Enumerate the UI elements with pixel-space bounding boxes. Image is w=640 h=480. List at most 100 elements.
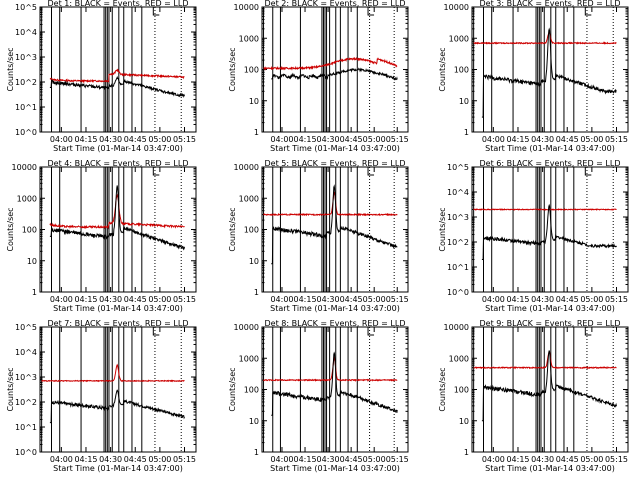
x-tick-label: 04:45 [340, 295, 363, 304]
x-tick-label: 05:00 [580, 455, 603, 464]
y-tick-label: 10^0 [15, 448, 37, 457]
x-tick-label: 04:15 [294, 135, 317, 144]
interval-bracket [584, 327, 592, 336]
panel-det-4: Det 4: BLACK = Events, RED = LLD 1 10 100 10… [6, 159, 197, 313]
y-tick-label: 10^2 [15, 78, 37, 87]
y-tick-label: 10000 [234, 323, 259, 332]
x-tick-label: 04:00 [270, 455, 293, 464]
y-tick-label: 1000 [449, 354, 469, 363]
panel-det-9: Det 9: BLACK = Events, RED = LLD 1 10 100 10… [438, 319, 629, 473]
panel-det-5: Det 5: BLACK = Events, RED = LLD 1 10 100 10… [228, 159, 409, 313]
x-tick-label: 04:00 [50, 295, 73, 304]
y-tick-label: 100 [454, 386, 469, 395]
x-tick-label: 04:00 [50, 135, 73, 144]
x-tick-label: 05:15 [173, 455, 196, 464]
x-tick-label: 04:30 [99, 135, 122, 144]
y-tick-label: 100 [454, 66, 469, 75]
x-tick-label: 04:30 [531, 135, 554, 144]
x-axis-label: Start Time (01-Mar-14 03:47:00) [270, 464, 400, 473]
y-tick-label: 10^0 [447, 288, 469, 297]
y-tick-label: 10 [249, 257, 259, 266]
y-tick-label: 1000 [239, 354, 259, 363]
x-tick-label: 04:30 [99, 295, 122, 304]
y-axis-label: Counts/sec [228, 207, 237, 251]
x-tick-label: 04:45 [556, 295, 579, 304]
y-tick-label: 1 [254, 288, 259, 297]
lld-series-line [49, 193, 185, 230]
plot-frame [261, 326, 409, 453]
y-tick-label: 1 [254, 128, 259, 137]
x-tick-label: 05:15 [386, 295, 409, 304]
y-axis-label: Counts/sec [6, 367, 15, 411]
y-tick-label: 1 [464, 448, 469, 457]
x-tick-label: 04:00 [270, 135, 293, 144]
y-axis-label: Counts/sec [438, 47, 447, 91]
y-tick-label: 10 [459, 417, 469, 426]
y-tick-label: 10 [459, 97, 469, 106]
x-tick-label: 05:00 [580, 135, 603, 144]
y-tick-label: 10^3 [15, 53, 37, 62]
x-tick-label: 05:00 [148, 455, 171, 464]
y-tick-label: 100 [22, 226, 37, 235]
y-tick-label: 10^2 [15, 398, 37, 407]
x-tick-label: 05:00 [363, 295, 386, 304]
events-series-line [481, 203, 617, 260]
y-tick-label: 10^2 [447, 238, 469, 247]
x-tick-label: 04:30 [317, 135, 340, 144]
y-tick-label: 10^5 [15, 323, 37, 332]
x-tick-label: 04:30 [99, 455, 122, 464]
x-tick-label: 05:00 [148, 135, 171, 144]
interval-bracket [152, 327, 160, 336]
events-series-line [271, 351, 398, 416]
y-tick-label: 1000 [239, 34, 259, 43]
panel-title: Det 7: BLACK = Events, RED = LLD [48, 319, 189, 328]
y-tick-label: 1 [254, 448, 259, 457]
x-tick-label: 04:45 [124, 135, 147, 144]
panel-det-3: Det 3: BLACK = Events, RED = LLD 1 10 100 10… [438, 0, 629, 153]
y-axis-label: Counts/sec [228, 47, 237, 91]
y-tick-label: 1000 [449, 34, 469, 43]
y-tick-label: 10 [249, 97, 259, 106]
x-tick-label: 04:15 [74, 135, 97, 144]
events-series-line [271, 67, 398, 81]
x-tick-label: 04:15 [74, 295, 97, 304]
lld-series-line [473, 351, 617, 370]
y-tick-label: 10^4 [447, 188, 469, 197]
x-tick-label: 04:45 [340, 135, 363, 144]
panel-det-2: Det 2: BLACK = Events, RED = LLD 1 10 100 10… [228, 0, 409, 153]
y-axis-label: Counts/sec [228, 367, 237, 411]
x-tick-label: 05:15 [605, 135, 628, 144]
y-tick-label: 10^1 [447, 263, 469, 272]
x-tick-label: 05:15 [605, 455, 628, 464]
y-tick-label: 10^5 [15, 3, 37, 12]
x-tick-label: 05:15 [386, 135, 409, 144]
y-tick-label: 10^1 [15, 103, 37, 112]
panel-title: Det 1: BLACK = Events, RED = LLD [48, 0, 189, 8]
y-tick-label: 10^3 [15, 373, 37, 382]
x-axis-label: Start Time (01-Mar-14 03:47:00) [485, 304, 615, 313]
y-tick-label: 1 [464, 128, 469, 137]
lld-series-line [263, 191, 398, 217]
panel-title: Det 5: BLACK = Events, RED = LLD [265, 159, 406, 168]
panel-title: Det 9: BLACK = Events, RED = LLD [480, 319, 621, 328]
interval-bracket [367, 327, 375, 336]
x-tick-label: 04:45 [124, 455, 147, 464]
panel-det-1: Det 1: BLACK = Events, RED = LLD 10^0 10^1… [6, 0, 197, 153]
x-tick-label: 04:00 [482, 295, 505, 304]
x-tick-label: 04:15 [506, 295, 529, 304]
panel-det-8: Det 8: BLACK = Events, RED = LLD 1 10 100 10… [228, 319, 409, 473]
y-tick-label: 10^3 [447, 213, 469, 222]
x-tick-label: 04:45 [556, 135, 579, 144]
panel-title: Det 6: BLACK = Events, RED = LLD [480, 159, 621, 168]
x-tick-label: 04:30 [531, 455, 554, 464]
x-tick-label: 04:45 [556, 455, 579, 464]
x-tick-label: 04:15 [506, 455, 529, 464]
x-tick-label: 04:15 [294, 455, 317, 464]
y-tick-label: 100 [244, 226, 259, 235]
y-tick-label: 10 [249, 417, 259, 426]
x-axis-label: Start Time (01-Mar-14 03:47:00) [485, 144, 615, 153]
y-tick-label: 100 [244, 66, 259, 75]
y-tick-label: 1 [32, 288, 37, 297]
interval-bracket [584, 167, 592, 176]
